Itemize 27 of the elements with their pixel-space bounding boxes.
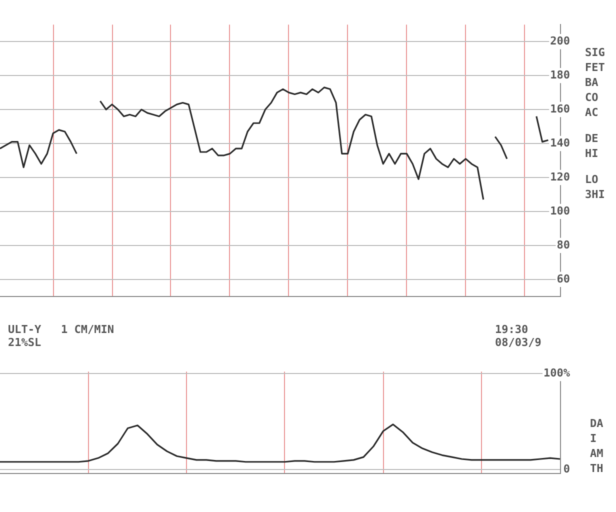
y-tick-label: 100 xyxy=(550,204,570,218)
y-tick-label: 0 xyxy=(563,462,570,476)
text: AC xyxy=(585,106,598,119)
text: AM xyxy=(590,447,604,460)
text: DE xyxy=(585,132,598,145)
text: 3HI xyxy=(585,188,605,201)
text: FET xyxy=(585,61,605,74)
y-tick-label: 180 xyxy=(550,68,570,82)
y-tick-label: 100% xyxy=(544,366,570,380)
y-tick-label: 120 xyxy=(550,170,570,184)
text: SIG xyxy=(585,46,605,59)
y-tick-label: 200 xyxy=(550,34,570,48)
text: 08/03/9 xyxy=(495,336,542,349)
text: DA xyxy=(590,417,604,430)
y-tick-label: 60 xyxy=(556,272,570,286)
y-tick-label: 80 xyxy=(556,238,570,252)
text: ULT-Y 1 CM/MIN xyxy=(8,323,114,336)
y-tick-label: 140 xyxy=(550,136,570,150)
text: 19:30 xyxy=(495,323,528,336)
text: BA xyxy=(585,76,598,89)
text: HI xyxy=(585,147,598,160)
text: LO xyxy=(585,173,598,186)
text: CO xyxy=(585,91,598,104)
y-tick-label: 160 xyxy=(550,102,570,116)
text: 21%SL xyxy=(8,336,42,349)
text: I xyxy=(590,432,597,445)
text: TH xyxy=(590,462,604,475)
